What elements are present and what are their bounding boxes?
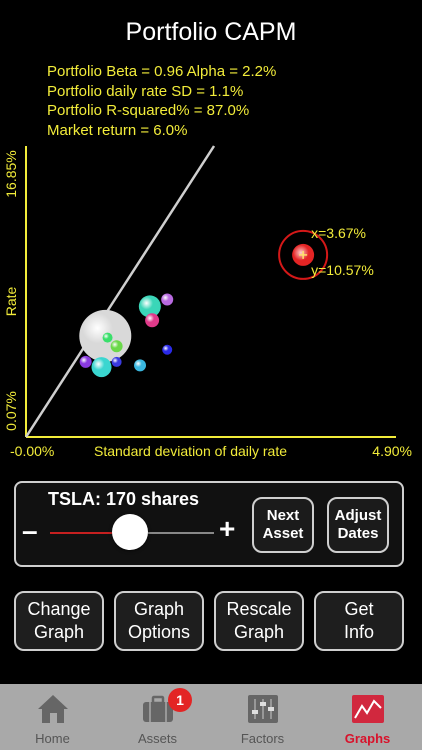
rescale-graph-button[interactable]: Rescale Graph (214, 591, 304, 651)
selected-point-ring (278, 229, 329, 280)
adjust-dates-button[interactable]: Adjust Dates (327, 497, 389, 553)
tab-bar: Home Assets 1 Factors Graphs (0, 684, 422, 750)
tab-home-label: Home (35, 731, 70, 746)
tab-graphs-label: Graphs (344, 731, 391, 746)
stat-market-return: Market return = 6.0% (47, 121, 188, 139)
asset-point[interactable] (162, 344, 173, 355)
stat-r-squared: Portfolio R-squared% = 87.0% (47, 102, 250, 119)
asset-point[interactable] (91, 357, 112, 378)
change-graph-button[interactable]: Change Graph (14, 591, 104, 651)
decrease-shares-button[interactable]: – (22, 515, 38, 546)
asset-point[interactable] (138, 295, 161, 318)
x-tick-min: -0.00% (10, 443, 54, 459)
line-graph-icon (352, 695, 384, 723)
assets-badge: 1 (168, 688, 192, 712)
tab-assets[interactable]: Assets (105, 684, 210, 750)
next-asset-button[interactable]: Next Asset (252, 497, 314, 553)
tab-assets-label: Assets (137, 731, 177, 746)
x-tick-max: 4.90% (372, 443, 412, 459)
home-icon (38, 695, 68, 723)
briefcase-icon (143, 695, 173, 722)
market-line (24, 145, 216, 438)
asset-point[interactable] (79, 355, 92, 368)
selected-point[interactable] (278, 229, 329, 280)
asset-point[interactable] (110, 340, 123, 353)
asset-slider-panel: TSLA: 170 shares – + Next Asset Adjust D… (14, 481, 404, 567)
asset-points[interactable] (79, 293, 174, 378)
graph-options-button[interactable]: Graph Options (114, 591, 204, 651)
portfolio-stats: Portfolio Beta = 0.96 Alpha = 2.2% Portf… (47, 62, 276, 140)
asset-point[interactable] (111, 356, 122, 367)
stat-daily-sd: Portfolio daily rate SD = 1.1% (47, 82, 244, 100)
asset-point[interactable] (102, 332, 113, 343)
shares-slider-thumb[interactable] (112, 514, 148, 550)
y-tick-max: 16.85% (3, 150, 19, 197)
slider-track-filled (50, 532, 132, 534)
increase-shares-button[interactable]: + (219, 513, 236, 544)
tab-factors[interactable]: Factors (210, 684, 315, 750)
tab-factors-label: Factors (240, 731, 285, 746)
stat-beta-alpha: Portfolio Beta = 0.96 Alpha = 2.2% (47, 63, 277, 80)
tab-home[interactable]: Home (0, 684, 105, 750)
selected-y-label: y=10.57% (311, 262, 374, 278)
y-tick-min: 0.07% (3, 391, 19, 431)
get-info-button[interactable]: Get Info (314, 591, 404, 651)
asset-shares-label: TSLA: 170 shares (48, 489, 200, 509)
sliders-icon (248, 695, 278, 723)
capm-chart[interactable]: Rate Standard deviation of daily rate 16… (0, 0, 422, 470)
asset-point[interactable] (134, 359, 147, 372)
tab-graphs[interactable]: Graphs (315, 684, 420, 750)
page-title: Portfolio CAPM (125, 18, 297, 46)
asset-point[interactable] (145, 313, 160, 328)
slider-track-empty (148, 532, 214, 534)
chart-axes (25, 146, 396, 438)
x-axis-label: Standard deviation of daily rate (94, 443, 287, 459)
selected-x-label: x=3.67% (311, 225, 366, 241)
asset-point[interactable] (161, 293, 174, 306)
y-axis-label: Rate (3, 287, 19, 317)
